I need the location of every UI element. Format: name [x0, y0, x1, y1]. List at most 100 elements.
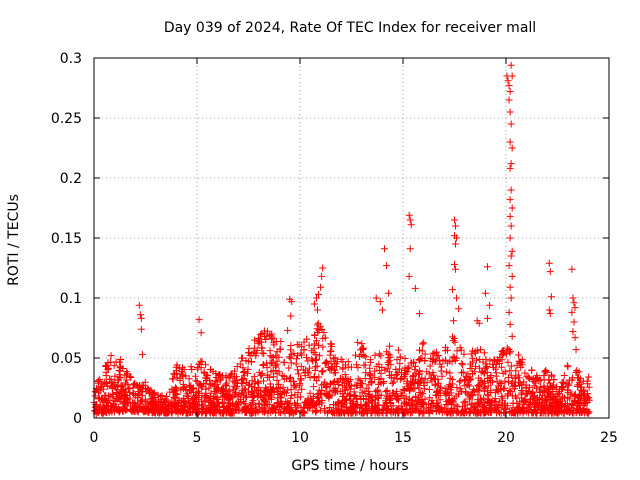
data-point [123, 380, 131, 388]
data-point [455, 390, 463, 398]
data-point [242, 394, 250, 402]
data-point [481, 289, 489, 297]
data-point [449, 353, 457, 361]
data-point [563, 362, 571, 370]
data-point [508, 144, 516, 152]
data-point [191, 372, 199, 380]
data-point [453, 347, 461, 355]
data-point [485, 401, 493, 409]
data-point [441, 385, 449, 393]
data-point [297, 362, 305, 370]
data-point [388, 379, 396, 387]
data-point [104, 382, 112, 390]
data-point [356, 376, 364, 384]
data-point [393, 394, 401, 402]
data-point [523, 372, 531, 380]
data-point [127, 407, 135, 415]
data-point [504, 392, 512, 400]
data-point [339, 390, 347, 398]
data-point [504, 378, 512, 386]
data-point [328, 364, 336, 372]
data-point [453, 234, 461, 242]
y-tick-label: 0.15 [51, 231, 82, 247]
data-point [580, 396, 588, 404]
data-point [282, 397, 290, 405]
data-point [319, 335, 327, 343]
data-point [386, 407, 394, 415]
data-point [436, 396, 444, 404]
data-point [465, 408, 473, 416]
data-point [521, 396, 529, 404]
data-point [296, 381, 304, 389]
data-point [412, 405, 420, 413]
data-point [374, 406, 382, 414]
data-point [380, 245, 388, 253]
data-point [546, 268, 554, 276]
data-point [256, 331, 264, 339]
data-point [507, 222, 515, 230]
data-point [550, 376, 558, 384]
data-point [349, 407, 357, 415]
data-point [494, 407, 502, 415]
data-point [460, 350, 468, 358]
data-point [421, 395, 429, 403]
data-point [161, 409, 169, 417]
data-point [334, 406, 342, 414]
data-point [392, 365, 400, 373]
data-point [273, 360, 281, 368]
data-point [499, 351, 507, 359]
data-point [321, 405, 329, 413]
data-point [351, 392, 359, 400]
data-point [507, 362, 515, 370]
data-point [304, 394, 312, 402]
y-tick-label: 0.3 [60, 51, 82, 67]
data-point [414, 394, 422, 402]
data-point [298, 385, 306, 393]
data-point [104, 359, 112, 367]
data-point [361, 389, 369, 397]
data-point [178, 364, 186, 372]
data-point [394, 409, 402, 417]
data-point [201, 393, 209, 401]
data-point [301, 398, 309, 406]
data-point [206, 381, 214, 389]
data-point [375, 380, 383, 388]
data-point [504, 77, 512, 85]
data-point [111, 378, 119, 386]
data-point [387, 361, 395, 369]
data-point [130, 381, 138, 389]
data-point [317, 323, 325, 331]
y-tick-label: 0.1 [60, 291, 82, 307]
data-point [516, 379, 524, 387]
data-point [260, 361, 268, 369]
data-point [467, 376, 475, 384]
data-point [185, 403, 193, 411]
data-point [249, 396, 257, 404]
data-point [552, 385, 560, 393]
data-point [309, 407, 317, 415]
data-point [540, 402, 548, 410]
data-point [127, 402, 135, 410]
data-point [267, 368, 275, 376]
data-point [248, 405, 256, 413]
data-point [477, 346, 485, 354]
data-point [269, 373, 277, 381]
data-point [412, 362, 420, 370]
data-point [277, 394, 285, 402]
data-point [280, 373, 288, 381]
data-point [476, 356, 484, 364]
data-point [195, 409, 203, 417]
data-point [179, 380, 187, 388]
data-point [483, 362, 491, 370]
data-point [386, 342, 394, 350]
data-point [547, 293, 555, 301]
data-point [353, 382, 361, 390]
data-point [471, 362, 479, 370]
data-point [91, 403, 99, 411]
data-point [364, 398, 372, 406]
data-point [431, 381, 439, 389]
data-point [417, 406, 425, 414]
data-point [255, 400, 263, 408]
data-point [363, 384, 371, 392]
